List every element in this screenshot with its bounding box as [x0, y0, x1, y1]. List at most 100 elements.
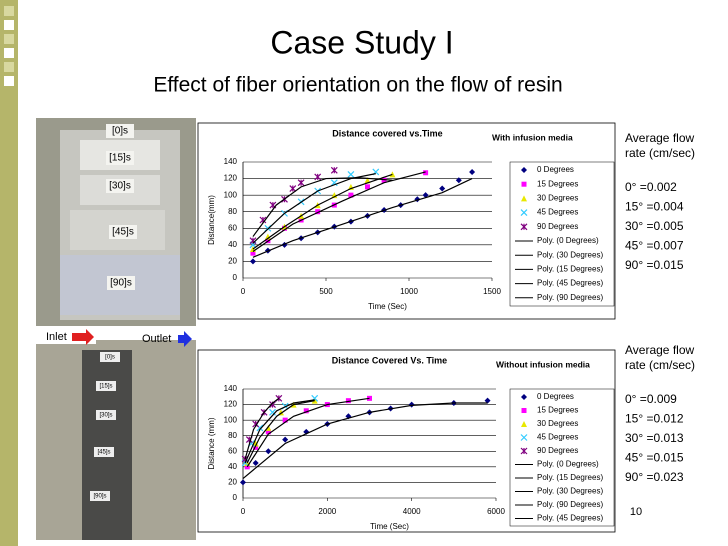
label-box — [107, 276, 135, 290]
chart-annotation: Without infusion media — [496, 359, 590, 369]
trend-line — [252, 173, 393, 250]
y-tick-label: 80 — [228, 431, 237, 440]
point — [330, 166, 338, 174]
rate-item: 30° =0.005 — [625, 219, 684, 233]
point — [364, 177, 371, 184]
legend-label: 45 Degrees — [537, 433, 578, 442]
rate-item: 15° =0.004 — [625, 200, 684, 214]
point — [289, 185, 297, 192]
y-tick-label: 80 — [228, 207, 237, 216]
photo-resin — [82, 350, 132, 540]
point — [348, 192, 354, 198]
y-tick-label: 140 — [224, 157, 238, 166]
point — [303, 408, 309, 414]
point — [521, 394, 527, 400]
label-box — [96, 410, 116, 420]
ply-label: [45]s — [112, 227, 134, 238]
legend-label: 90 Degrees — [537, 446, 578, 455]
ply-label: [90]s — [93, 494, 106, 500]
point — [520, 209, 528, 217]
label-box — [100, 352, 120, 362]
legend-label: Poly. (15 Degrees) — [537, 473, 603, 482]
point — [315, 209, 321, 215]
rate-item: 15° =0.012 — [625, 412, 684, 426]
point — [252, 459, 259, 466]
point — [455, 177, 462, 184]
point — [297, 179, 305, 187]
legend-label: Poly. (90 Degrees) — [537, 500, 603, 509]
y-tick-label: 20 — [228, 257, 237, 266]
rate-item: 45° =0.007 — [625, 239, 684, 253]
ply-label: [30]s — [109, 181, 131, 192]
point — [520, 447, 528, 455]
point — [265, 429, 271, 435]
point — [423, 170, 429, 176]
legend-box — [509, 388, 615, 527]
slide-subtitle: Effect of fiber orientation on the flow … — [153, 74, 562, 97]
legend-label: 0 Degrees — [537, 392, 574, 401]
trend-line — [246, 400, 315, 464]
rate-heading-text: Average flow rate (cm/sec) — [625, 131, 696, 160]
chart-title: Distance covered vs.Time — [332, 128, 442, 138]
inlet-arrow — [72, 329, 94, 345]
legend-label: 45 Degrees — [537, 208, 578, 217]
legend-label: 30 Degrees — [537, 419, 578, 428]
rate-item: 90° =0.015 — [625, 258, 684, 272]
x-axis-label: Time (Sec) — [368, 302, 407, 311]
y-tick-label: 120 — [224, 400, 238, 409]
trend-line — [252, 178, 473, 258]
point — [269, 408, 276, 416]
page-number: 10 — [630, 506, 642, 518]
label-box — [106, 151, 134, 165]
point — [520, 223, 528, 231]
label-box — [106, 179, 134, 193]
y-tick-label: 40 — [228, 462, 237, 471]
legend-label: 15 Degrees — [537, 406, 578, 415]
x-tick-label: 500 — [319, 287, 333, 296]
legend-box — [509, 161, 615, 307]
point — [521, 408, 527, 413]
legend-label: Poly. (0 Degrees) — [537, 460, 599, 469]
y-tick-label: 20 — [228, 478, 237, 487]
point — [250, 250, 256, 256]
label-box — [96, 381, 116, 391]
point — [249, 258, 256, 265]
point — [282, 436, 289, 443]
point — [521, 195, 527, 202]
point — [381, 177, 387, 183]
point — [330, 179, 338, 187]
y-tick-label: 140 — [224, 384, 238, 393]
side-bar — [0, 0, 18, 546]
trend-line — [246, 397, 370, 468]
ply-label: [15]s — [99, 384, 112, 390]
legend-label: 15 Degrees — [537, 179, 578, 188]
trend-line — [252, 177, 393, 237]
y-tick-label: 40 — [228, 240, 237, 249]
point — [240, 479, 246, 486]
inlet-label: Inlet — [46, 331, 67, 343]
rate-item: 30° =0.013 — [625, 431, 684, 445]
x-tick-label: 2000 — [318, 507, 336, 516]
y-axis-label: Distance (mm) — [207, 417, 216, 469]
chart-annotation: With infusion media — [492, 132, 573, 142]
rate-item: 45° =0.015 — [625, 451, 684, 465]
legend-label: Poly. (15 Degrees) — [537, 265, 603, 274]
y-tick-label: 60 — [228, 446, 237, 455]
x-tick-label: 0 — [241, 287, 246, 296]
rate-heading: Average flow rate (cm/sec) — [625, 131, 696, 160]
point — [520, 434, 528, 441]
ply-label: [0]s — [112, 126, 128, 137]
label-box — [94, 447, 114, 457]
point — [282, 417, 288, 423]
rate-item: 0° =0.009 — [625, 392, 677, 406]
point — [521, 167, 527, 173]
x-tick-label: 0 — [241, 507, 246, 516]
y-tick-label: 0 — [233, 493, 238, 502]
legend-label: Poly. (30 Degrees) — [537, 487, 603, 496]
point — [484, 397, 491, 404]
x-tick-label: 1500 — [483, 287, 501, 296]
trend-line — [252, 173, 376, 244]
point — [345, 398, 351, 404]
